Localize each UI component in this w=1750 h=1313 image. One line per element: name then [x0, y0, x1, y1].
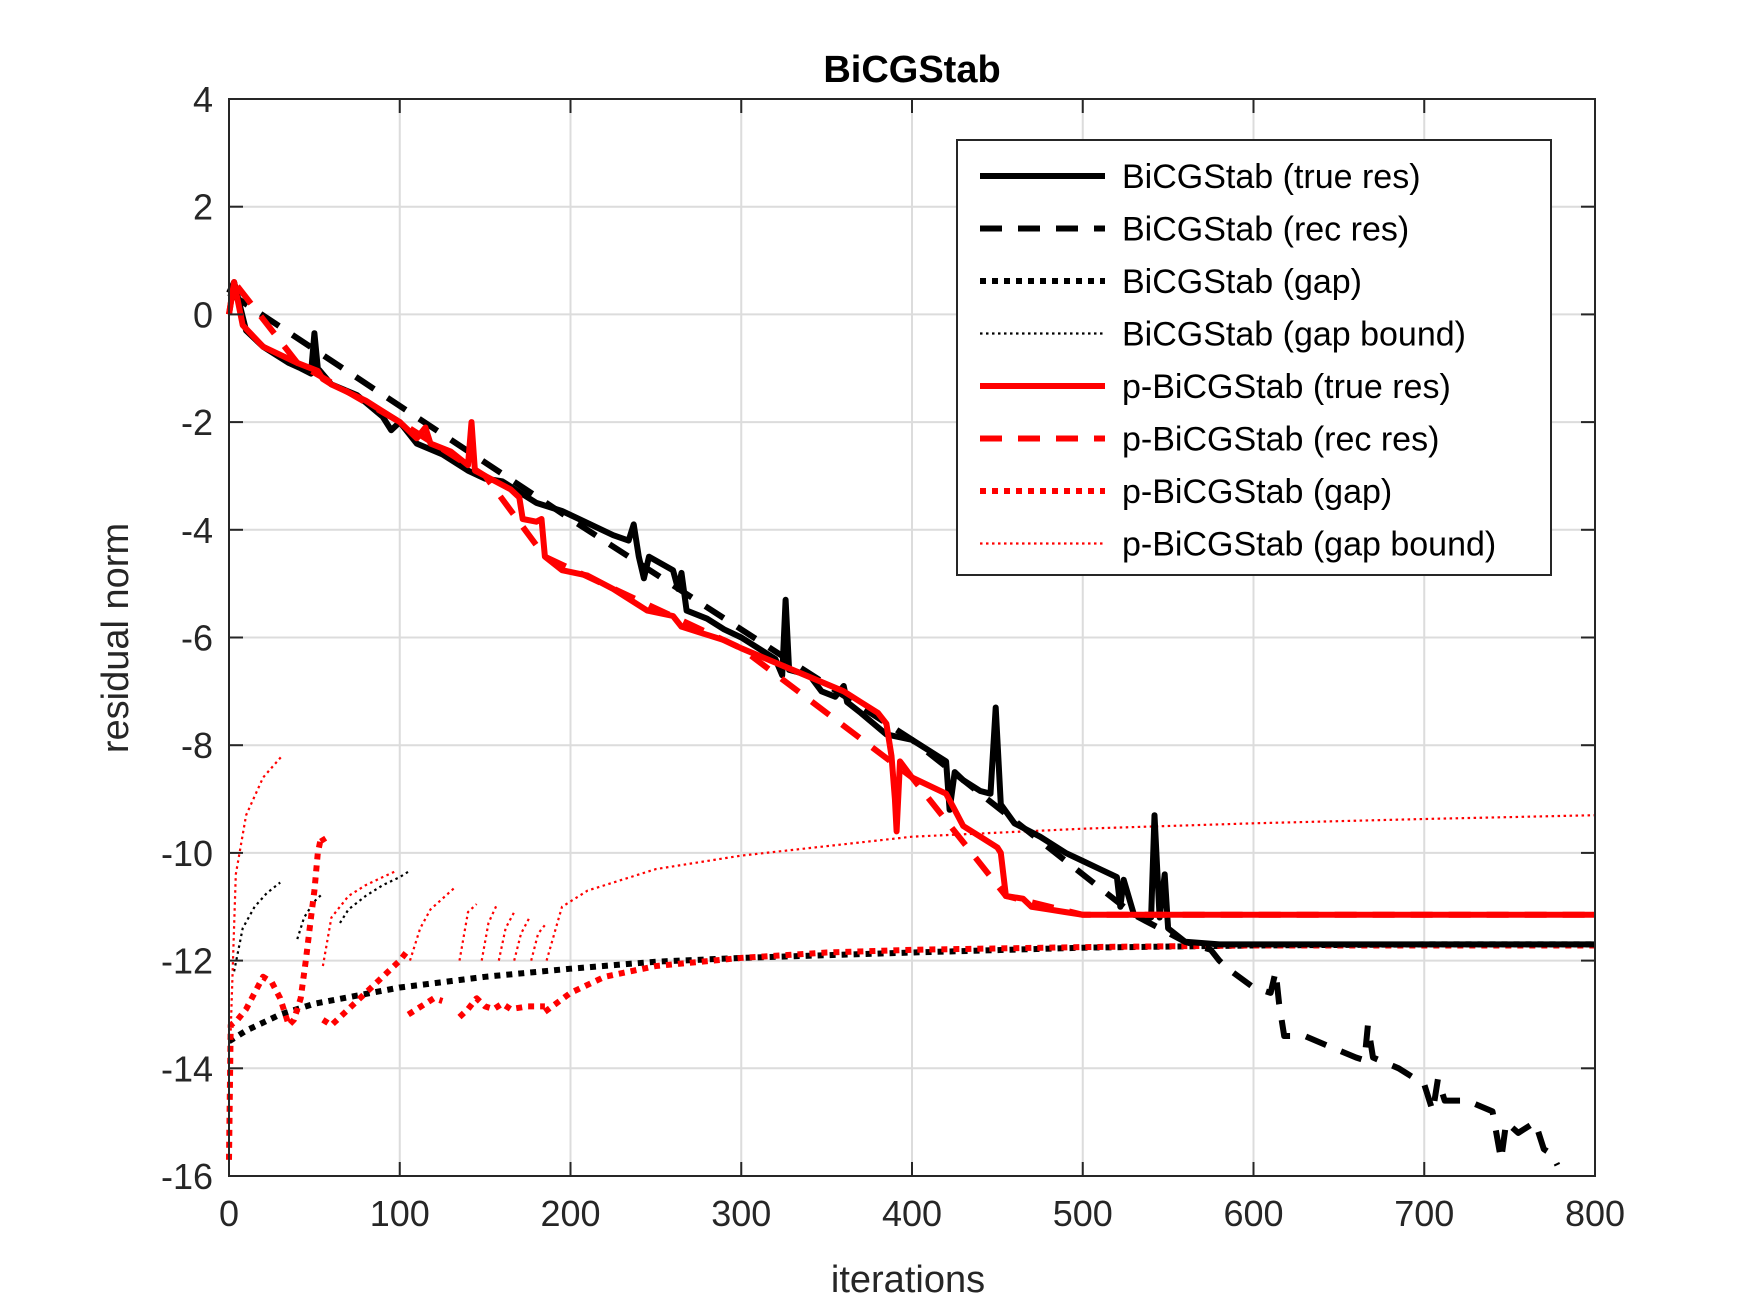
legend-label: p-BiCGStab (rec res) [1122, 421, 1439, 459]
x-axis-label: iterations [831, 1259, 985, 1301]
legend-label: p-BiCGStab (gap) [1122, 473, 1392, 511]
y-tick-label: 0 [193, 294, 213, 335]
y-tick-label: -6 [181, 618, 213, 659]
plot-area [226, 279, 1596, 1167]
x-tick-label: 600 [1223, 1193, 1283, 1234]
series-line-bicgstab-gap-bound [233, 881, 281, 972]
series-line-bicgstab-gap-bound [339, 870, 409, 924]
y-axis-label: residual norm [95, 523, 137, 753]
legend: BiCGStab (true res) BiCGStab (rec res) BiC… [956, 139, 1552, 576]
x-tick-label: 400 [882, 1193, 942, 1234]
series-line-p-bicgstab-true-res [226, 279, 1595, 918]
x-tick-label: 200 [540, 1193, 600, 1234]
y-tick-label: 4 [193, 79, 213, 120]
series-line-p-bicgstab-gap [457, 995, 545, 1020]
axes [228, 98, 1596, 1177]
legend-label: BiCGStab (true res) [1122, 158, 1421, 196]
x-tick-label: 0 [219, 1193, 239, 1234]
legend-label: BiCGStab (rec res) [1122, 211, 1409, 249]
x-tick-label: 800 [1565, 1193, 1625, 1234]
legend-label: p-BiCGStab (true res) [1122, 368, 1451, 406]
y-tick-label: 2 [193, 187, 213, 228]
series-line-p-bicgstab-gap-bound [480, 903, 499, 961]
x-tick-label: 300 [711, 1193, 771, 1234]
series-line-p-bicgstab-gap [406, 995, 444, 1018]
legend-label: BiCGStab (gap) [1122, 263, 1362, 301]
chart-title: BiCGStab [823, 49, 1000, 91]
series-line-p-bicgstab-gap-bound [530, 922, 548, 961]
legend-label: BiCGStab (gap bound) [1122, 316, 1466, 354]
series-line-bicgstab-gap-bound [296, 892, 324, 940]
series-line-p-bicgstab-gap [543, 942, 1595, 1015]
x-tick-label: 500 [1053, 1193, 1113, 1234]
x-tick-label: 700 [1394, 1193, 1454, 1234]
y-tick-label: -8 [181, 725, 213, 766]
x-tick-label: 100 [370, 1193, 430, 1234]
series-line-bicgstab-gap [227, 941, 1595, 1044]
series-line-bicgstab-rec-res [227, 290, 1561, 1167]
legend-label: p-BiCGStab (gap bound) [1122, 526, 1496, 564]
y-tick-label: -16 [161, 1156, 213, 1197]
series-line-p-bicgstab-gap-bound [545, 814, 1596, 961]
series-line-p-bicgstab-gap [226, 833, 328, 1160]
y-tick-label: -4 [181, 510, 213, 551]
series-line-p-bicgstab-gap-bound [229, 755, 283, 1031]
y-tick-label: -10 [161, 833, 213, 874]
y-tick-label: -2 [181, 402, 213, 443]
tick-labels: 0 100 200 300 400 500 600 700 800 4 2 0 -2 -4 -6 -8 -10 -… [161, 79, 1625, 1234]
series-line-p-bicgstab-gap-bound [408, 887, 456, 961]
y-tick-label: -12 [161, 941, 213, 982]
series-line-p-bicgstab-gap-bound [458, 903, 478, 961]
legend-box [956, 139, 1552, 576]
y-tick-label: -14 [161, 1048, 213, 1089]
